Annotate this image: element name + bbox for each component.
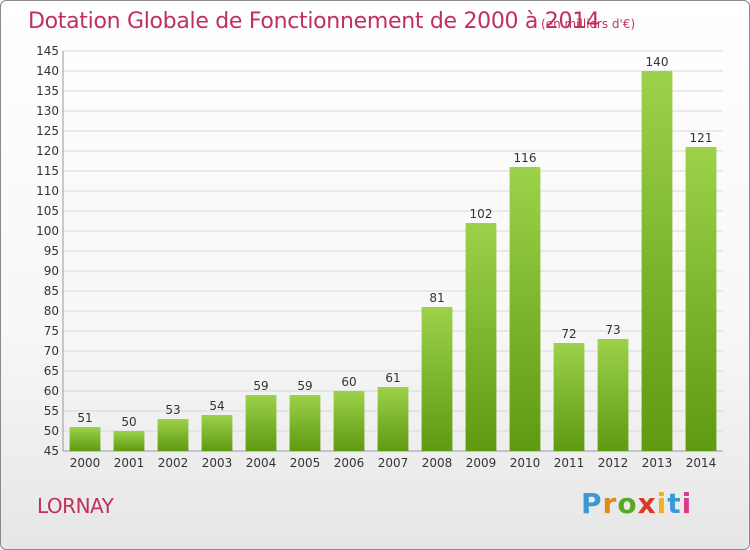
data-label: 60 xyxy=(341,375,356,389)
y-tick-label: 125 xyxy=(36,124,59,138)
data-label: 53 xyxy=(165,403,180,417)
brand-logo[interactable]: Proxiti xyxy=(581,487,693,520)
data-label: 72 xyxy=(561,327,576,341)
data-label: 50 xyxy=(121,415,136,429)
bars xyxy=(69,71,717,451)
x-tick-label: 2010 xyxy=(510,456,541,470)
bar xyxy=(333,391,365,451)
bar xyxy=(69,427,101,451)
labels: 45 50 55 60 65 70 75 80 85 90 95 100 105 110 115 120 125… xyxy=(36,44,716,470)
y-tick-label: 60 xyxy=(44,384,59,398)
location-label: LORNAY xyxy=(37,494,114,518)
bar xyxy=(289,395,321,451)
chart-subtitle: (en milliers d'€) xyxy=(541,17,636,31)
bar xyxy=(553,343,585,451)
x-tick-label: 2000 xyxy=(70,456,101,470)
x-tick-label: 2011 xyxy=(554,456,585,470)
x-tick-label: 2009 xyxy=(466,456,497,470)
x-tick-label: 2001 xyxy=(114,456,145,470)
y-tick-label: 95 xyxy=(44,244,59,258)
y-tick-label: 55 xyxy=(44,404,59,418)
x-tick-label: 2006 xyxy=(334,456,365,470)
bar xyxy=(201,415,233,451)
bar xyxy=(245,395,277,451)
y-tick-label: 90 xyxy=(44,264,59,278)
bar xyxy=(377,387,409,451)
y-tick-label: 115 xyxy=(36,164,59,178)
x-tick-label: 2005 xyxy=(290,456,321,470)
x-tick-label: 2008 xyxy=(422,456,453,470)
y-tick-label: 45 xyxy=(44,444,59,458)
data-label: 54 xyxy=(209,399,224,413)
y-tick-label: 135 xyxy=(36,84,59,98)
x-tick-label: 2002 xyxy=(158,456,189,470)
y-tick-label: 50 xyxy=(44,424,59,438)
x-tick-label: 2012 xyxy=(598,456,629,470)
y-tick-label: 100 xyxy=(36,224,59,238)
y-tick-label: 85 xyxy=(44,284,59,298)
y-tick-label: 80 xyxy=(44,304,59,318)
data-label: 116 xyxy=(514,151,537,165)
y-tick-label: 140 xyxy=(36,64,59,78)
bar xyxy=(509,167,541,451)
bar xyxy=(685,147,717,451)
y-tick-label: 65 xyxy=(44,364,59,378)
y-tick-label: 145 xyxy=(36,44,59,58)
x-tick-label: 2013 xyxy=(642,456,673,470)
x-tick-label: 2007 xyxy=(378,456,409,470)
bar xyxy=(597,339,629,451)
y-tick-label: 105 xyxy=(36,204,59,218)
bar xyxy=(641,71,673,451)
y-tick-label: 130 xyxy=(36,104,59,118)
y-tick-label: 120 xyxy=(36,144,59,158)
data-label: 140 xyxy=(646,55,669,69)
x-tick-label: 2003 xyxy=(202,456,233,470)
y-tick-label: 70 xyxy=(44,344,59,358)
x-tick-label: 2014 xyxy=(686,456,717,470)
data-label: 59 xyxy=(297,379,312,393)
data-label: 61 xyxy=(385,371,400,385)
data-label: 73 xyxy=(605,323,620,337)
data-label: 102 xyxy=(470,207,493,221)
bar xyxy=(113,431,145,451)
data-label: 59 xyxy=(253,379,268,393)
data-label: 51 xyxy=(77,411,92,425)
bar xyxy=(421,307,453,451)
data-label: 121 xyxy=(690,131,713,145)
y-tick-label: 75 xyxy=(44,324,59,338)
bar xyxy=(465,223,497,451)
chart-title: Dotation Globale de Fonctionnement de 20… xyxy=(28,9,600,34)
x-tick-label: 2004 xyxy=(246,456,277,470)
data-label: 81 xyxy=(429,291,444,305)
y-tick-label: 110 xyxy=(36,184,59,198)
bar xyxy=(157,419,189,451)
